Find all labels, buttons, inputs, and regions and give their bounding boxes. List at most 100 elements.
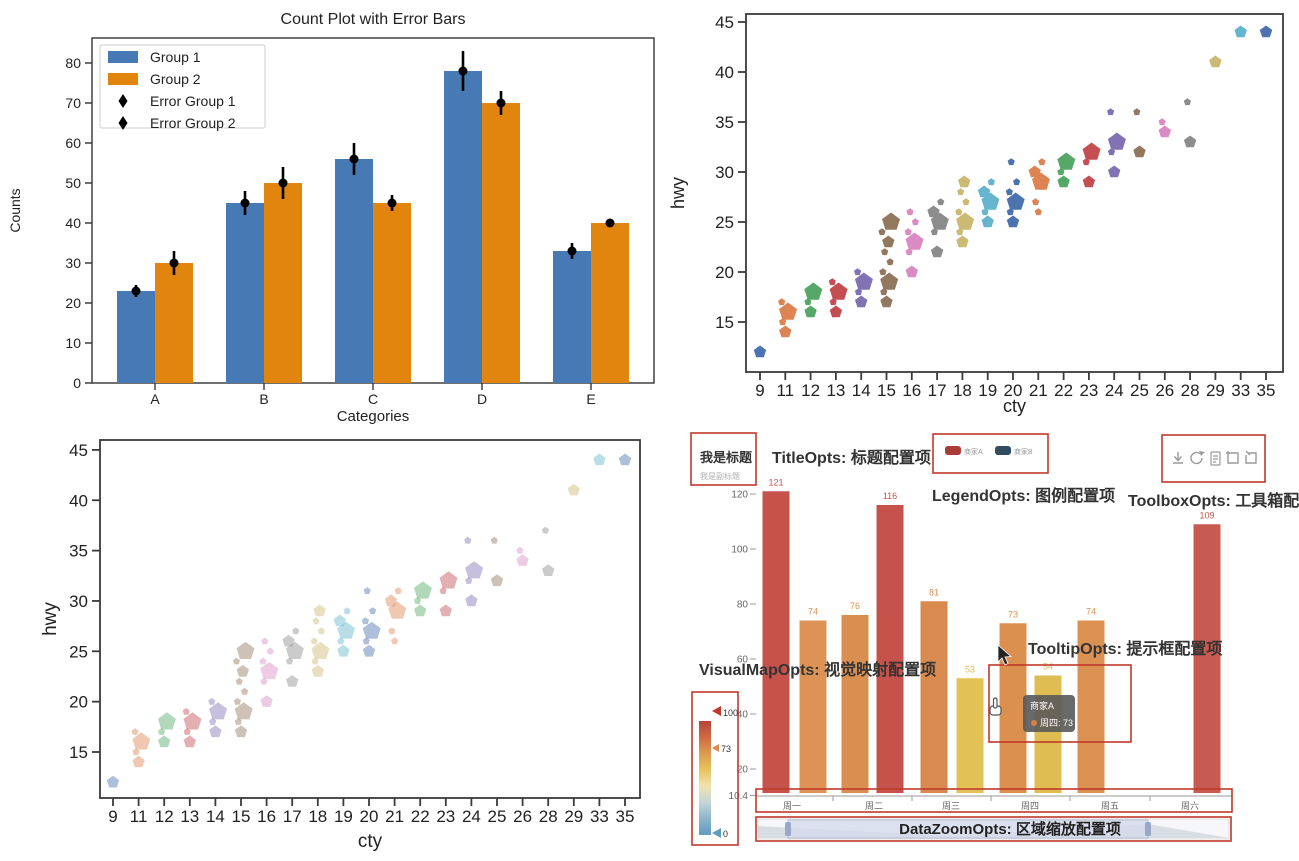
chart-subtitle: 我是副标题 [700, 471, 740, 481]
x-tick-label: 19 [978, 381, 997, 400]
scatter-point-cty21 [391, 637, 399, 645]
scatter-point-cty20 [362, 621, 381, 639]
x-tick-label: 20 [360, 807, 379, 826]
x-axis-label: cty [358, 831, 383, 852]
scatter-point-cty13 [183, 712, 202, 730]
bar-周二-116[interactable] [876, 505, 904, 793]
annotation-box-datazoom [755, 816, 1232, 842]
axes-frame [745, 13, 1284, 373]
scatter-point-cty15 [234, 702, 253, 720]
legend-swatch-a[interactable] [945, 446, 961, 455]
annotation-box-legend [932, 433, 1049, 474]
datazoom-handle-left[interactable] [785, 822, 791, 836]
tooltip-title: 商家A [1030, 700, 1054, 711]
data-zoom-icon[interactable] [1226, 451, 1239, 464]
scatter-point-cty16 [266, 647, 274, 655]
bar-周六-109[interactable] [1193, 524, 1221, 793]
error-dot [349, 154, 359, 164]
y-axis-label: hwy [40, 602, 61, 636]
refresh-icon[interactable] [1190, 451, 1205, 465]
scatter-point-cty20 [363, 587, 371, 594]
legend-diamond-icon [118, 94, 128, 108]
tooltip-series-dot [1031, 720, 1037, 726]
bar-周一-74[interactable] [799, 620, 827, 794]
bar-group1-B [226, 203, 264, 383]
bar-周二-76[interactable] [841, 615, 869, 793]
refresh-arrowhead [1199, 451, 1205, 456]
x-tick-label: 35 [1257, 381, 1276, 400]
mouse-pointer-icon [997, 644, 1012, 666]
download-icon[interactable] [1173, 452, 1183, 464]
scatter-point-cty19 [337, 637, 345, 645]
datazoom-handle-right[interactable] [1145, 822, 1151, 836]
legend-label-a[interactable]: 商家A [964, 447, 983, 456]
bar-周三-81[interactable] [920, 601, 948, 793]
legend-swatch-b[interactable] [995, 446, 1011, 455]
bar-group1-D [444, 71, 482, 383]
panel-crop-mask [660, 417, 1299, 430]
legend-diamond-icon [118, 116, 128, 130]
scatter-point-cty14 [209, 718, 217, 725]
x-tick-label: 25 [488, 807, 507, 826]
panel-echarts-annotated: 1201008060402010.41217476116815373547410… [690, 432, 1299, 846]
scatter-point-cty13 [829, 282, 848, 300]
y-tick-label: 15 [715, 313, 734, 332]
scatter-point-cty17 [286, 675, 299, 687]
x-tick-label: 12 [155, 807, 174, 826]
scatter-point-cty20 [369, 607, 377, 615]
x-axis-label: Categories [337, 408, 410, 425]
annotation-datazoom: DataZoomOpts: 区域缩放配置项 [899, 820, 1121, 838]
x-tick-label: 13 [826, 381, 845, 400]
scatter-point-cty28 [542, 564, 555, 576]
scatter-point-cty11 [131, 728, 139, 735]
scatter-point-cty35 [1259, 25, 1273, 38]
visualmap-gradient-bar[interactable] [699, 721, 711, 835]
bar-周五-74[interactable] [1077, 620, 1105, 794]
bar-value-label: 109 [1199, 510, 1214, 520]
error-dot [567, 246, 577, 256]
x-tick-label: 25 [1130, 381, 1149, 400]
y-tick-label: 30 [65, 255, 81, 271]
scatter-point-cty21 [388, 627, 396, 635]
y-tick-label: 60 [65, 135, 81, 151]
legend-label: Group 1 [150, 49, 201, 65]
scatter-point-cty33 [593, 453, 606, 466]
x-tick-label: 33 [590, 807, 609, 826]
scatter-point-cty22 [1057, 152, 1076, 170]
scatter-point-cty23 [439, 604, 452, 617]
bar-value-label: 74 [1086, 607, 1096, 617]
bar-周三-53[interactable] [956, 678, 984, 793]
scatter-point-cty14 [209, 702, 228, 720]
x-tick-label: 15 [232, 807, 251, 826]
panel-scatter-pastel: 15 20 25 30 35 40 45 9 11 12 13 14 15 16 17 18 19 20 21 22 2… [40, 439, 641, 852]
x-axis-label: cty [1003, 396, 1026, 416]
bar-group2-C [373, 203, 411, 383]
data-view-icon[interactable] [1210, 451, 1221, 466]
scatter-point-cty12 [157, 712, 176, 730]
scatter-point-cty24 [1107, 132, 1126, 150]
scatter-point-cty21 [1038, 158, 1046, 166]
scatter-point-cty28 [1183, 98, 1191, 106]
scatter-point-cty22 [1057, 168, 1065, 176]
x-tick-label: 15 [877, 381, 896, 400]
bar-周一-121[interactable] [762, 491, 790, 793]
x-tick-label: 28 [1181, 381, 1200, 400]
bar-周四-54[interactable] [1034, 675, 1062, 794]
legend-box [99, 44, 266, 129]
bar-周四-73[interactable] [999, 623, 1027, 793]
scatter-point-cty18 [957, 188, 965, 196]
annotation-box-title [690, 432, 757, 486]
y-tick-label: 40 [715, 63, 734, 82]
bar-group2-D [482, 103, 520, 383]
scatter-point-cty28 [1183, 135, 1197, 148]
scatter-point-cty19 [337, 621, 356, 639]
legend-label-b[interactable]: 商家B [1014, 447, 1033, 456]
x-tick-label: 23 [436, 807, 455, 826]
visualmap-min-label: 0 [723, 829, 728, 839]
scatter-point-cty18 [311, 664, 324, 677]
scatter-point-cty15 [880, 295, 893, 308]
data-view-lines [1213, 455, 1218, 463]
scatter-point-cty19 [337, 644, 350, 657]
restore-icon[interactable] [1245, 450, 1257, 464]
x-tick-label: 17 [928, 381, 947, 400]
